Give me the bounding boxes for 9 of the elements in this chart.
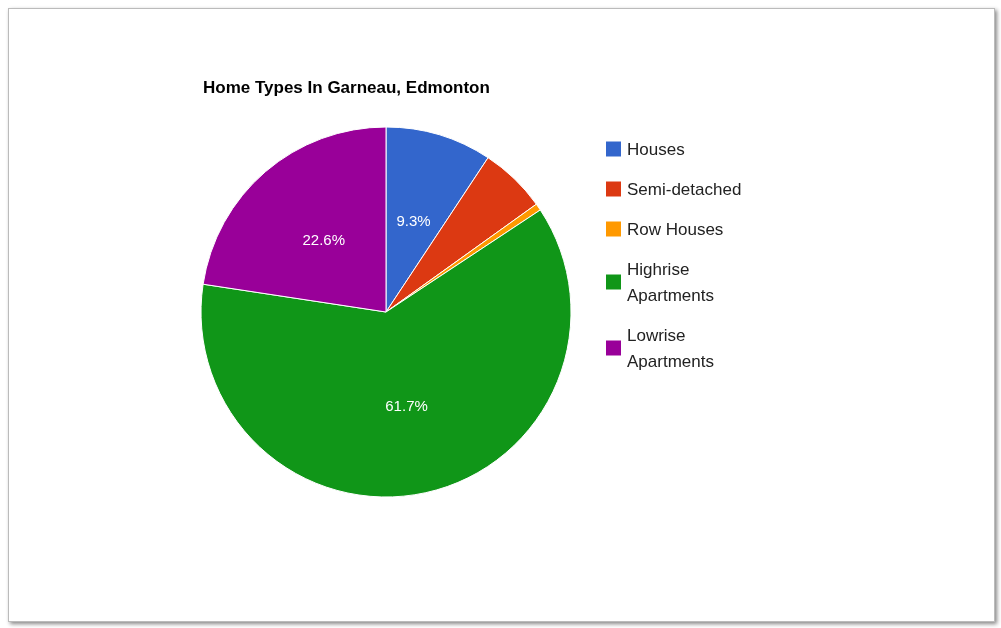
legend-label: Row Houses: [627, 219, 724, 239]
chart-title: Home Types In Garneau, Edmonton: [203, 78, 490, 97]
legend-label: Highrise Apartments: [627, 259, 714, 305]
legend-label: Houses: [627, 139, 685, 159]
data-label: 22.6%: [302, 231, 346, 249]
data-label: 61.7%: [385, 396, 428, 414]
legend-label: Lowrise Apartments: [627, 325, 714, 371]
legend-label: Semi-detached: [627, 179, 742, 199]
data-label: 9.3%: [396, 212, 431, 230]
